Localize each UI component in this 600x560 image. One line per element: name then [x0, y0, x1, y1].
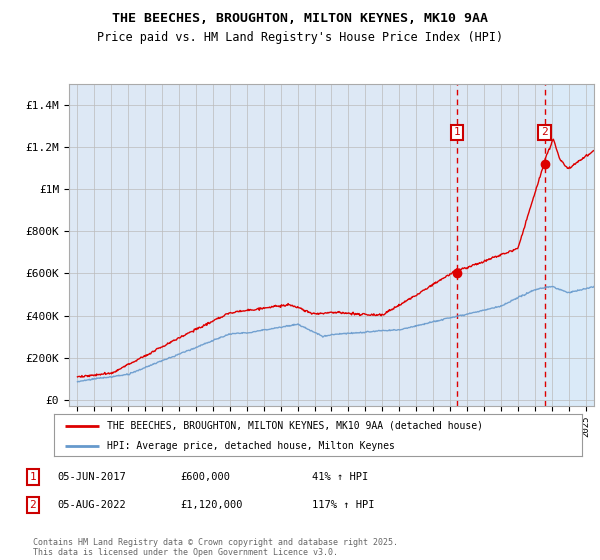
Text: Contains HM Land Registry data © Crown copyright and database right 2025.
This d: Contains HM Land Registry data © Crown c…: [33, 538, 398, 557]
Text: 2: 2: [541, 128, 548, 137]
Text: 117% ↑ HPI: 117% ↑ HPI: [312, 500, 374, 510]
Text: HPI: Average price, detached house, Milton Keynes: HPI: Average price, detached house, Milt…: [107, 441, 395, 451]
Text: Price paid vs. HM Land Registry's House Price Index (HPI): Price paid vs. HM Land Registry's House …: [97, 31, 503, 44]
Text: £1,120,000: £1,120,000: [180, 500, 242, 510]
Bar: [545, 84, 600, 406]
Text: 41% ↑ HPI: 41% ↑ HPI: [312, 472, 368, 482]
Text: 05-AUG-2022: 05-AUG-2022: [57, 500, 126, 510]
Text: £600,000: £600,000: [180, 472, 230, 482]
Text: THE BEECHES, BROUGHTON, MILTON KEYNES, MK10 9AA: THE BEECHES, BROUGHTON, MILTON KEYNES, M…: [112, 12, 488, 25]
Text: THE BEECHES, BROUGHTON, MILTON KEYNES, MK10 9AA (detached house): THE BEECHES, BROUGHTON, MILTON KEYNES, M…: [107, 421, 483, 431]
Text: 2: 2: [29, 500, 37, 510]
Text: 05-JUN-2017: 05-JUN-2017: [57, 472, 126, 482]
Text: 1: 1: [29, 472, 37, 482]
Text: 1: 1: [454, 128, 461, 137]
